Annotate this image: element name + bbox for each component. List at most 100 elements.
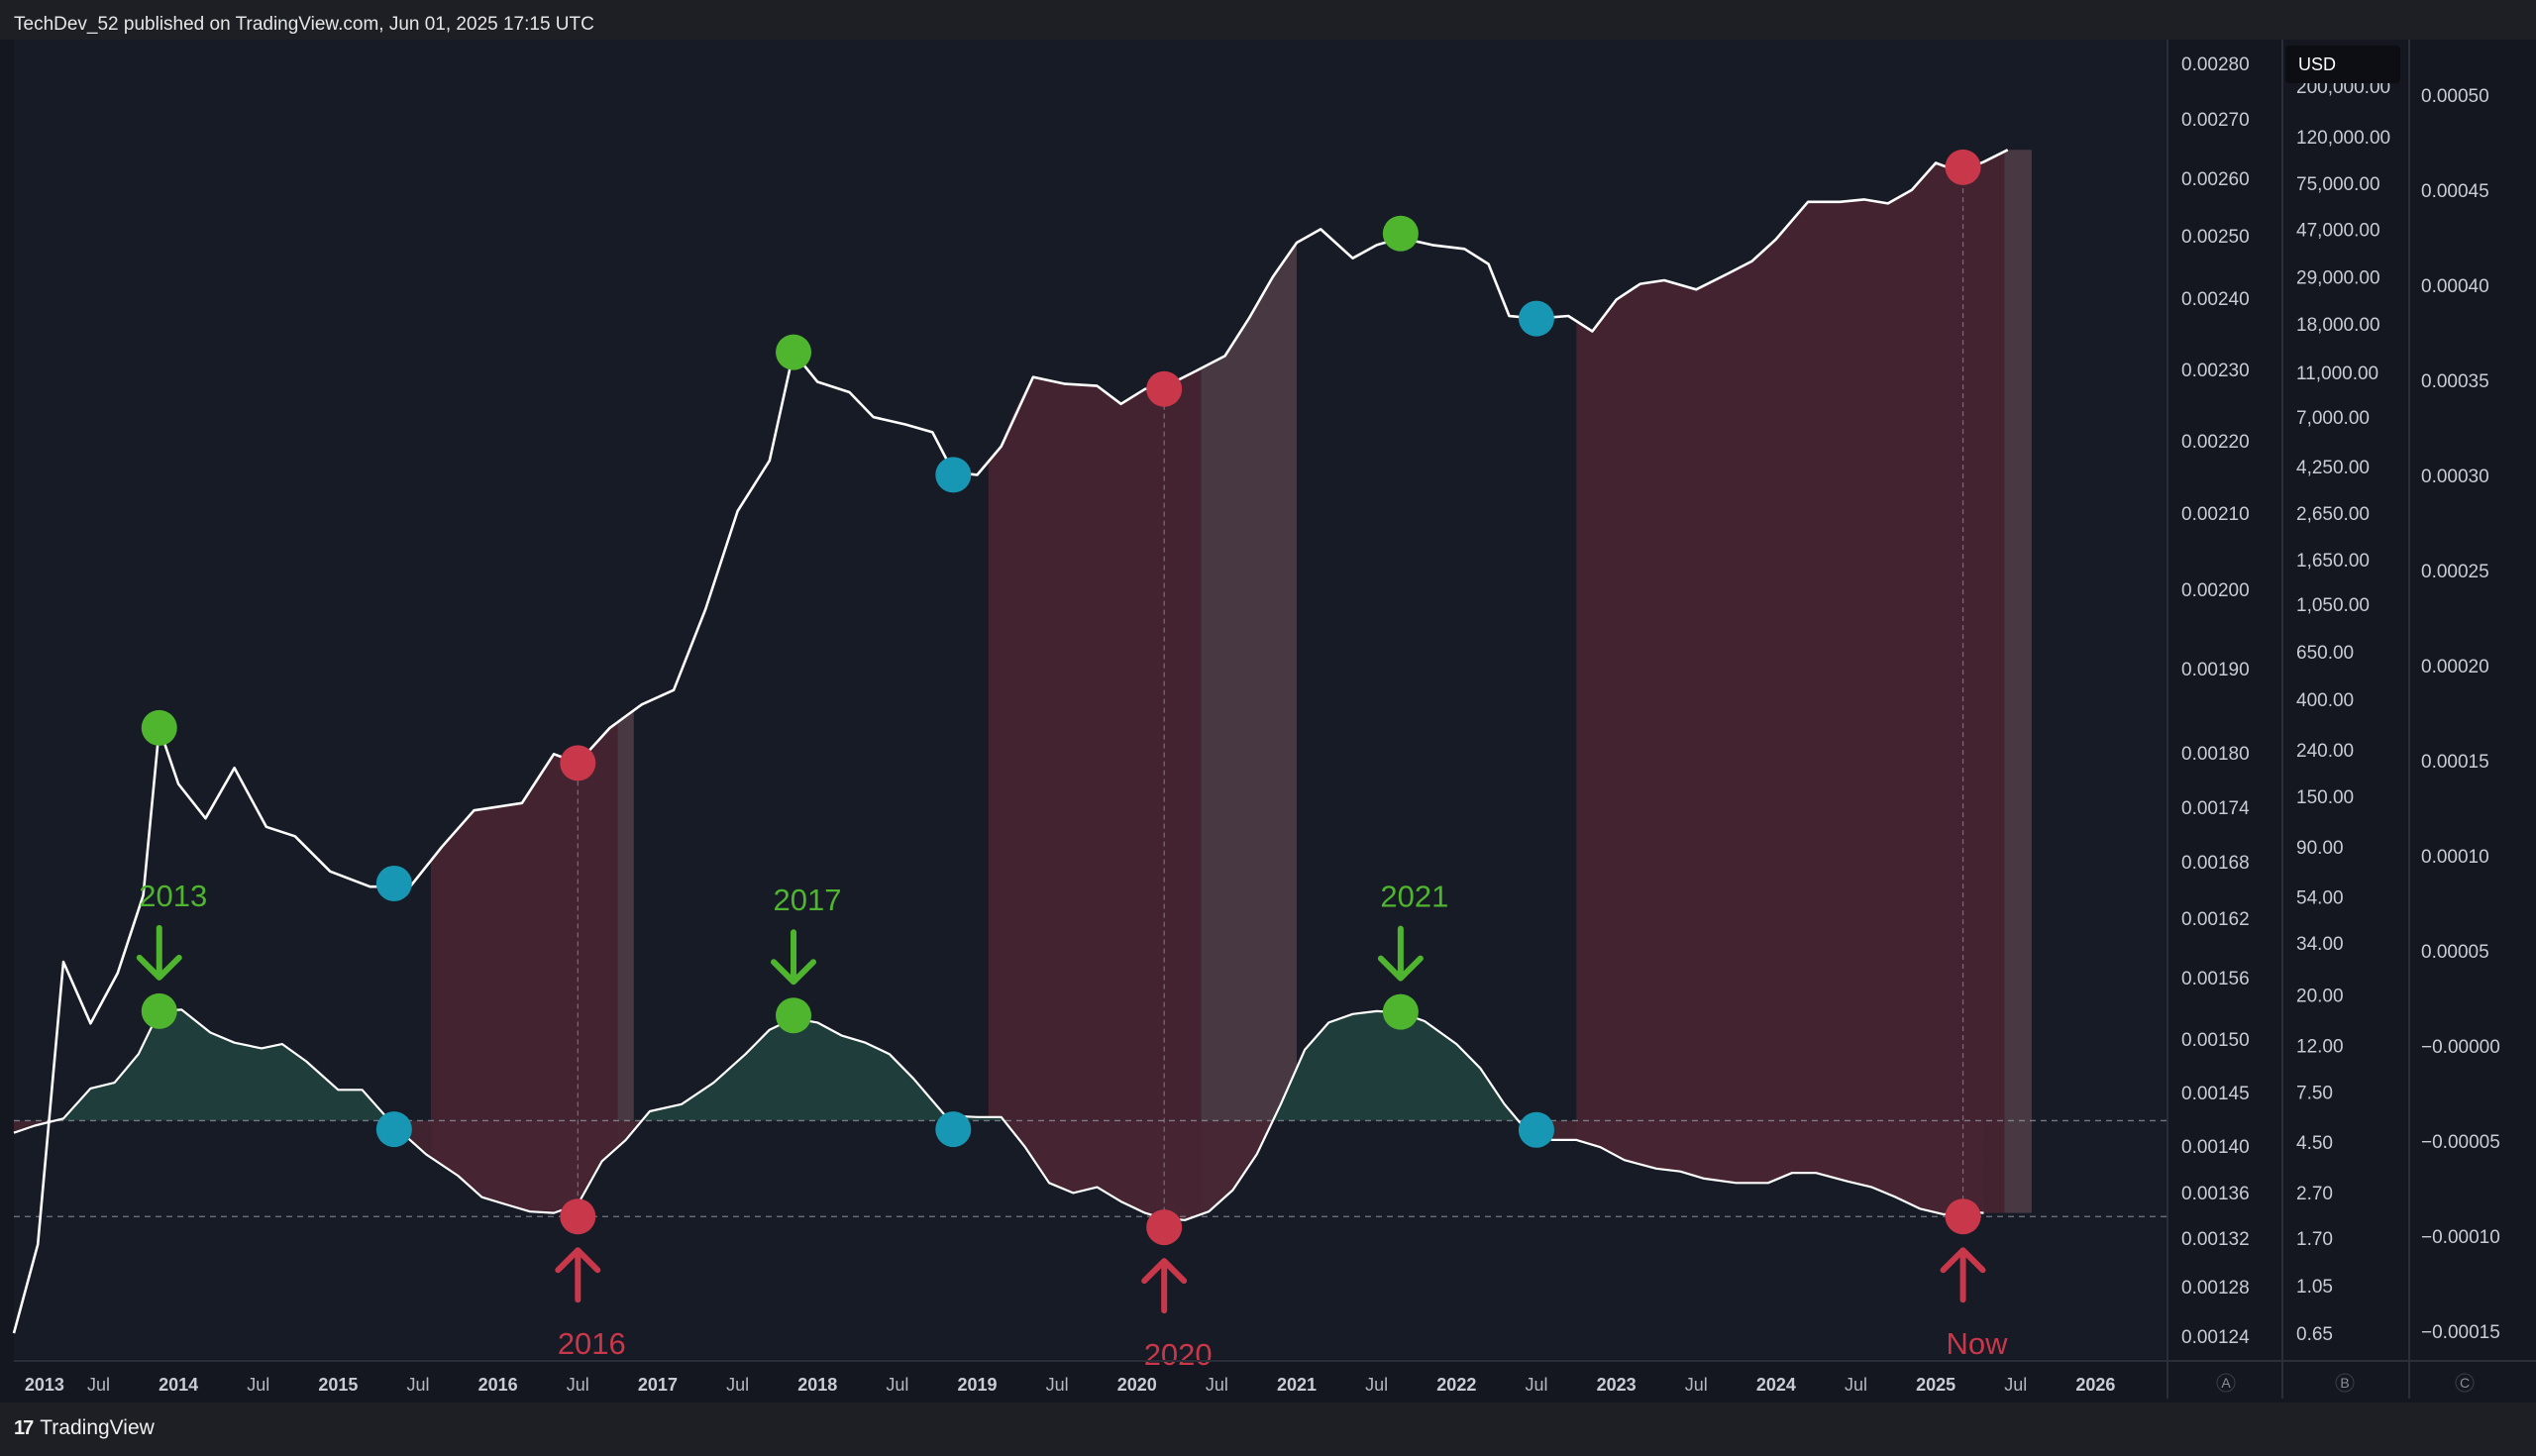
shaded-region-4 (1576, 151, 2005, 1215)
arrow-up-icon (1940, 1247, 1986, 1303)
time-axis-tick: 2016 (478, 1375, 518, 1395)
arrow-down-icon (136, 924, 182, 981)
axis-a-tick: 0.00156 (2181, 969, 2250, 989)
annotations: 2013 2017 2021 2016 2020 Now (136, 879, 2009, 1372)
axis-a-tick: 0.00220 (2181, 432, 2250, 453)
axis-a-tick: 0.00200 (2181, 580, 2250, 601)
axis-b-tick: 1.05 (2296, 1277, 2333, 1298)
time-axis-tick: Jul (87, 1375, 110, 1395)
shaded-region-1 (617, 709, 634, 1148)
axis-b-tick: 4.50 (2296, 1133, 2333, 1154)
axis-c-tick: −0.00010 (2421, 1227, 2500, 1248)
marker-teal-4 (935, 457, 972, 493)
shaded-region-0 (430, 721, 618, 1213)
time-axis-tick: Jul (1525, 1375, 1547, 1395)
axis-a-tick: 0.00150 (2181, 1030, 2250, 1051)
usd-badge-label: USD (2298, 54, 2336, 74)
time-axis-tick: 2021 (1277, 1375, 1317, 1395)
time-axis-tick: 2024 (1756, 1375, 1796, 1395)
time-axis-tick: Jul (726, 1375, 749, 1395)
axis-b-tick: 150.00 (2296, 787, 2354, 808)
time-axis-tick: Jul (247, 1375, 269, 1395)
axis-b-tick: 400.00 (2296, 690, 2354, 711)
marker-teal-1 (375, 865, 412, 901)
annotation-label-3: 2016 (558, 1326, 626, 1361)
time-axis-tick: 2013 (25, 1375, 64, 1395)
footer-bar: 17 TradingView (0, 1403, 2536, 1456)
time-axis-tick: 2022 (1436, 1375, 1476, 1395)
axis-c-tick: 0.00005 (2421, 942, 2489, 963)
tradingview-brand[interactable]: 17 TradingView (14, 1416, 155, 1440)
axis-b-tick: 54.00 (2296, 888, 2344, 909)
marker-green-9 (141, 992, 177, 1029)
axis-a-tick: 0.00168 (2181, 853, 2250, 874)
axis-b-tick: 650.00 (2296, 643, 2354, 664)
axis-b-tick: 7,000.00 (2296, 408, 2370, 429)
axis-b-tick: 7.50 (2296, 1083, 2333, 1103)
price-scale-b[interactable]: 200,000.00120,000.0075,000.0047,000.0029… (2296, 77, 2390, 1345)
axis-c-tick: 0.00010 (2421, 847, 2489, 868)
arrow-down-icon (771, 929, 817, 986)
axis-a-tick: 0.00128 (2181, 1278, 2250, 1299)
axis-b-tick: 1,050.00 (2296, 595, 2370, 616)
axis-b-tick: 2.70 (2296, 1184, 2333, 1204)
time-axis-tick: Jul (407, 1375, 430, 1395)
axis-a-tick: 0.00124 (2181, 1327, 2250, 1348)
axis-c-tick: 0.00025 (2421, 562, 2489, 582)
axis-b-tick: 12.00 (2296, 1037, 2344, 1058)
time-axis-tick: 2025 (1916, 1375, 1955, 1395)
time-axis[interactable]: 2013 Jul 2014 Jul 2015 Jul 2016 Jul 2017 Jul 2018 J… (25, 1375, 2116, 1395)
time-axis-tick: 2020 (1117, 1375, 1157, 1395)
marker-green-3 (776, 334, 812, 370)
marker-teal-10 (375, 1111, 412, 1148)
axis-b-tick: 1.70 (2296, 1229, 2333, 1250)
brand-name: TradingView (40, 1416, 155, 1439)
axis-c-tick: −0.00005 (2421, 1132, 2500, 1153)
axis-b-tick: 120,000.00 (2296, 128, 2390, 149)
annotation-label-5: Now (1947, 1326, 2009, 1361)
annotation-label-1: 2017 (774, 883, 842, 917)
marker-red-5 (1146, 370, 1183, 407)
price-scale-c[interactable]: 0.00050 0.00045 0.00040 0.00035 0.00030 0.000… (2421, 86, 2500, 1343)
time-axis-tick: Jul (2004, 1375, 2027, 1395)
axis-a-tick: 0.00270 (2181, 110, 2250, 131)
time-axis-tick: Jul (1046, 1375, 1069, 1395)
axis-c-tick: 0.00020 (2421, 657, 2489, 677)
axis-b-tick: 29,000.00 (2296, 267, 2380, 288)
marker-green-15 (1382, 993, 1419, 1030)
time-axis-tick: 2014 (158, 1375, 198, 1395)
annotation-label-0: 2013 (139, 879, 207, 913)
axis-a-tick: 0.00250 (2181, 227, 2250, 248)
marker-red-2 (560, 745, 596, 781)
axis-b-tick: 75,000.00 (2296, 174, 2380, 195)
shaded-regions (14, 150, 2032, 1220)
axis-b-tick: 20.00 (2296, 987, 2344, 1007)
time-axis-tick: 2018 (797, 1375, 837, 1395)
axis-b-tick: 0.65 (2296, 1324, 2333, 1345)
usd-badge[interactable]: USD (2285, 46, 2400, 83)
axis-b-tick: 2,650.00 (2296, 504, 2370, 525)
chart-canvas[interactable]: 2013 2017 2021 2016 2020 Now 0.002800.002700.… (0, 40, 2536, 1403)
price-scale-a[interactable]: 0.00280 0.00270 0.00260 0.00250 0.00240 0.002… (2181, 54, 2250, 1348)
axis-b-tick: 11,000.00 (2296, 364, 2378, 384)
axis-a-tick: 0.00190 (2181, 660, 2250, 680)
osc-area-positive (54, 1009, 1519, 1121)
time-axis-tick: 2026 (2075, 1375, 2115, 1395)
pane-letter-c: C (2460, 1375, 2470, 1391)
axis-c-tick: 0.00035 (2421, 371, 2489, 392)
time-axis-tick: 2023 (1597, 1375, 1637, 1395)
marker-green-6 (1382, 215, 1419, 252)
axis-a-tick: 0.00230 (2181, 361, 2250, 381)
marker-red-11 (560, 1198, 596, 1235)
axis-c-tick: 0.00050 (2421, 86, 2489, 107)
axis-c-tick: −0.00015 (2421, 1322, 2500, 1343)
arrow-up-icon (1141, 1258, 1188, 1314)
pane-letter-b: B (2340, 1375, 2349, 1391)
axis-b-tick: 18,000.00 (2296, 315, 2380, 336)
marker-red-14 (1146, 1209, 1183, 1246)
marker-teal-16 (1518, 1111, 1554, 1148)
tradingview-logo-icon: 17 (14, 1416, 34, 1439)
axis-c-tick: 0.00045 (2421, 181, 2489, 202)
publisher-header: TechDev_52 published on TradingView.com,… (0, 0, 2536, 40)
arrow-up-icon (555, 1247, 601, 1303)
